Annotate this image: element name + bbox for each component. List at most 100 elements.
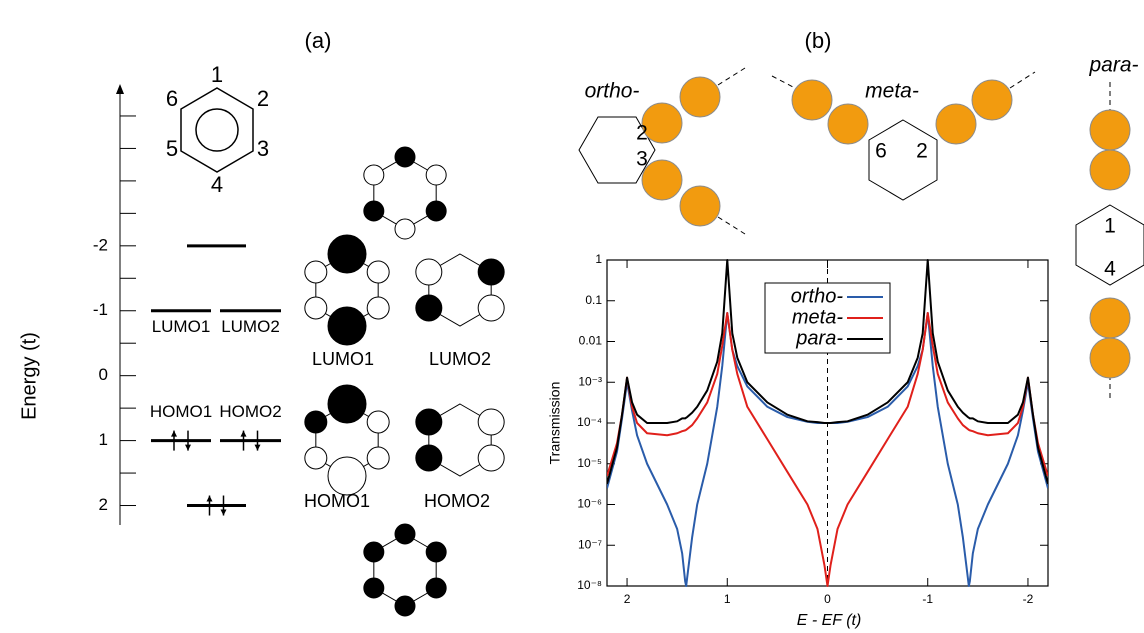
orbital-lobe: [328, 385, 366, 423]
spin-head: [185, 445, 191, 451]
lead: [1010, 72, 1035, 88]
orbital-bonds: [374, 157, 436, 229]
spin-head: [255, 445, 261, 451]
orbital-label: LUMO2: [429, 349, 491, 369]
orbital-lobe: [478, 409, 504, 435]
lead: [718, 217, 745, 234]
level-label: HOMO2: [219, 402, 281, 421]
legend-label: para-: [795, 327, 843, 349]
aromatic-circle: [196, 109, 238, 151]
y-tick-label: 10⁻⁶: [577, 497, 602, 511]
site-number: 2: [257, 86, 269, 111]
panel-label: (b): [805, 28, 832, 53]
orbital-lobe: [416, 409, 442, 435]
legend-label: meta-: [792, 306, 843, 328]
lead: [718, 68, 745, 85]
y-tick-label: 0.01: [579, 334, 603, 348]
spin-head: [241, 431, 247, 437]
orbital-lobe: [305, 297, 327, 319]
lead-atom: [972, 80, 1012, 120]
orbital-lobe: [305, 447, 327, 469]
lead-atom: [642, 103, 682, 143]
orbital-label: LUMO1: [312, 349, 374, 369]
spin-head: [221, 510, 227, 516]
orbital-bonds: [374, 534, 436, 606]
lead-atom: [680, 186, 720, 226]
level-label: HOMO1: [150, 402, 212, 421]
y-tick-label: 0: [99, 365, 108, 384]
orbital-lobe: [426, 201, 446, 221]
orbital-lobe: [395, 524, 415, 544]
y-tick-label: 10⁻⁴: [577, 415, 602, 429]
lead-atom: [1090, 150, 1130, 190]
spin-head: [207, 496, 213, 502]
y-tick-label: 0.1: [585, 293, 602, 307]
axis-arrow: [116, 84, 124, 94]
orbital-diagrams: [305, 147, 504, 616]
level-label: LUMO2: [221, 317, 280, 336]
y-tick-label: 10⁻⁸: [577, 578, 602, 592]
site-number: 1: [211, 62, 223, 87]
orbital-lobe: [395, 219, 415, 239]
site-number: 4: [211, 172, 223, 197]
lead: [772, 76, 795, 88]
y-axis-label: Transmission: [547, 382, 563, 465]
y-tick-label: -2: [93, 235, 108, 254]
molecule-name: para-: [1088, 54, 1138, 77]
x-tick-label: -1: [922, 592, 933, 606]
lead-atom: [1090, 298, 1130, 338]
orbital-lobe: [416, 259, 442, 285]
site-number: 2: [636, 122, 648, 145]
orbital-lobe: [426, 165, 446, 185]
orbital-lobe: [328, 457, 366, 495]
y-tick-label: -1: [93, 300, 108, 319]
orbital-lobe: [395, 596, 415, 616]
x-tick-label: -2: [1023, 592, 1034, 606]
level-label: LUMO1: [152, 317, 211, 336]
orbital-lobe: [395, 147, 415, 167]
orbital-lobe: [305, 261, 327, 283]
y-tick-label: 1: [595, 252, 602, 266]
y-tick-label: 1: [99, 430, 108, 449]
site-number: 5: [166, 136, 178, 161]
x-tick-label: 2: [624, 592, 631, 606]
x-tick-label: 1: [724, 592, 731, 606]
y-tick-label: 10⁻⁵: [577, 456, 602, 470]
orbital-lobe: [416, 445, 442, 471]
x-tick-label: 0: [824, 592, 831, 606]
orbital-lobe: [478, 259, 504, 285]
x-axis-label: E - EF (t): [797, 612, 862, 629]
molecule-name: ortho-: [585, 80, 640, 103]
orbital-lobe: [367, 261, 389, 283]
orbital-lobe: [367, 411, 389, 433]
lead-atom: [1090, 338, 1130, 378]
site-number: 2: [916, 140, 928, 163]
site-number: 3: [257, 136, 269, 161]
lead-atom: [680, 77, 720, 117]
orbital-lobe: [416, 295, 442, 321]
site-number: 3: [636, 148, 648, 171]
lead-atom: [936, 104, 976, 144]
lead-atom: [828, 104, 868, 144]
orbital-lobe: [426, 542, 446, 562]
benzene-ring: [181, 88, 253, 172]
legend-label: ortho-: [791, 285, 844, 307]
molecule-name: meta-: [865, 80, 919, 103]
orbital-lobe: [364, 165, 384, 185]
orbital-label: HOMO2: [424, 491, 490, 511]
orbital-label: HOMO1: [304, 491, 370, 511]
site-number: 1: [1104, 215, 1116, 238]
panel-label: (a): [305, 28, 332, 53]
orbital-lobe: [364, 201, 384, 221]
site-number: 6: [166, 86, 178, 111]
figure: (a) (b) 1 2 3 4 5 6 Energy (t) LUMO1 LUM…: [0, 0, 1144, 633]
orbital-lobe: [364, 542, 384, 562]
lead-atom: [792, 80, 832, 120]
orbital-lobe: [426, 578, 446, 598]
orbital-lobe: [367, 297, 389, 319]
spin-head: [171, 431, 177, 437]
y-tick-label: 10⁻⁷: [578, 537, 602, 551]
axis-label: Energy (t): [18, 332, 40, 420]
lead-atom: [642, 160, 682, 200]
orbital-lobe: [367, 447, 389, 469]
